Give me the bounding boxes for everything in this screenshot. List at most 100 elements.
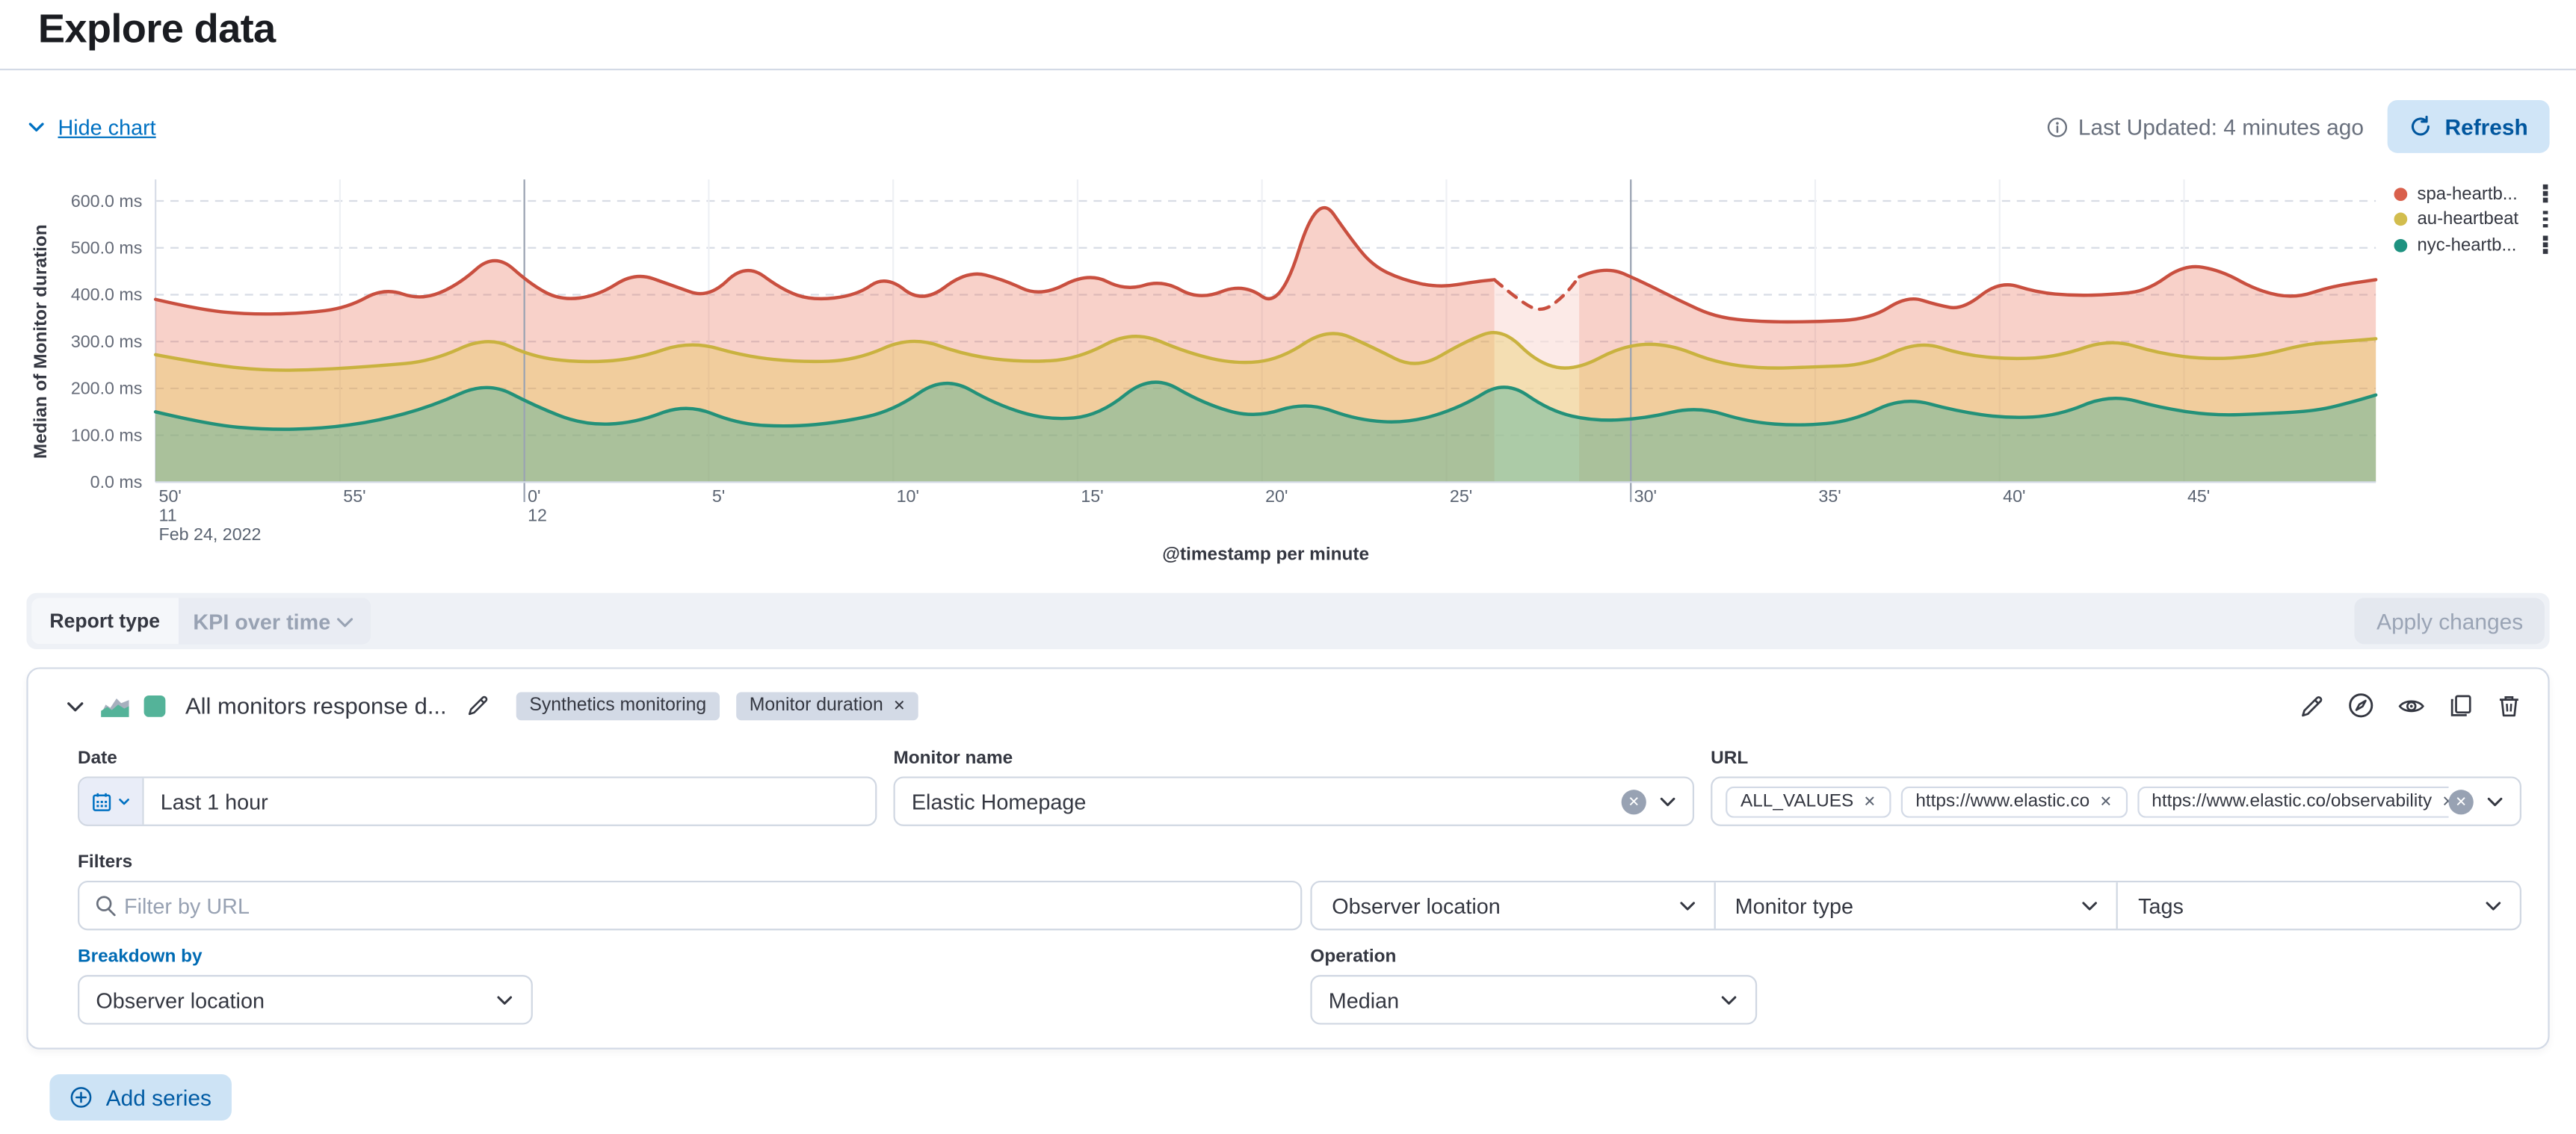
svg-text:300.0 ms: 300.0 ms — [71, 332, 143, 351]
url-combobox[interactable]: ALL_VALUES ✕ https://www.elastic.co ✕ https:… — [1711, 776, 2521, 826]
filter-dropdown-observer-location[interactable]: Observer location — [1312, 882, 1714, 929]
calendar-icon — [93, 792, 111, 811]
refresh-icon — [2411, 115, 2430, 136]
series-color-swatch[interactable] — [143, 694, 166, 716]
remove-pill-icon[interactable]: ✕ — [2099, 792, 2113, 809]
filters-row: Observer location Monitor type Tags — [78, 880, 2521, 931]
remove-badge-icon[interactable]: ✕ — [893, 696, 906, 713]
series-title: All monitors response d... — [185, 692, 447, 719]
svg-text:11: 11 — [159, 505, 177, 524]
chevron-down-icon — [28, 123, 44, 132]
series-panel: All monitors response d... Synthetics mo… — [26, 667, 2550, 1050]
svg-text:50': 50' — [159, 486, 182, 506]
url-filter-pill-label: https://www.elastic.co/observability — [2152, 791, 2433, 811]
svg-text:25': 25' — [1450, 486, 1472, 506]
url-filter-pill[interactable]: https://www.elastic.co/observability ✕ — [2137, 785, 2449, 817]
search-icon — [96, 896, 116, 917]
filter-dropdown-tags[interactable]: Tags — [2116, 882, 2519, 929]
url-filter-pill-label: https://www.elastic.co — [1915, 791, 2090, 811]
chart-toolbar: Hide chart Last Updated: 4 minutes ago R… — [26, 99, 2550, 153]
remove-pill-icon[interactable]: ✕ — [2442, 792, 2449, 810]
url-label: URL — [1711, 748, 1749, 769]
legend-series-label: nyc-heartb... — [2417, 235, 2517, 255]
chart-svg[interactable]: 0.0 ms 100.0 ms 200.0 ms 300.0 ms 400.0 ms 50… — [26, 167, 2409, 571]
svg-text:12: 12 — [528, 505, 547, 524]
chevron-down-icon[interactable] — [1658, 791, 1678, 811]
chart-legend: spa-heartb... au-heartbeat nyc-heartb... — [2394, 183, 2550, 255]
filter-dropdown-group: Observer location Monitor type Tags — [1310, 880, 2521, 931]
breakdown-field: Breakdown by Observer location — [78, 946, 1310, 1025]
report-type-value-text: KPI over time — [193, 608, 331, 633]
svg-text:5': 5' — [712, 486, 725, 506]
svg-text:0': 0' — [528, 486, 540, 506]
legend-series-dot — [2394, 238, 2408, 252]
date-value: Last 1 hour — [160, 789, 268, 814]
chevron-down-icon — [1721, 996, 1737, 1005]
operation-value: Median — [1328, 987, 1400, 1012]
url-filter-pill[interactable]: ALL_VALUES ✕ — [1726, 785, 1891, 817]
report-type-bar: Report type KPI over time Apply changes — [26, 592, 2550, 649]
svg-text:40': 40' — [2003, 486, 2025, 506]
chart-series-lines — [153, 205, 2378, 431]
legend-actions-icon[interactable] — [2542, 208, 2549, 230]
filter-dropdown-monitor-type[interactable]: Monitor type — [1713, 882, 2116, 929]
svg-text:15': 15' — [1081, 486, 1103, 506]
legend-actions-icon[interactable] — [2542, 234, 2549, 255]
clear-selection-icon[interactable]: ✕ — [1621, 789, 1646, 814]
breakdown-by-select[interactable]: Observer location — [78, 975, 533, 1025]
eye-icon[interactable] — [2397, 693, 2426, 718]
refresh-button[interactable]: Refresh — [2387, 99, 2550, 153]
legend-item[interactable]: au-heartbeat — [2394, 208, 2550, 230]
breakdown-by-value: Observer location — [96, 987, 265, 1012]
edit-series-pencil-icon[interactable] — [2299, 693, 2324, 718]
explore-data-page: Explore data Hide chart Last Updated: 4 … — [0, 7, 2576, 1134]
operation-select[interactable]: Median — [1310, 975, 1758, 1025]
area-chart-icon — [101, 697, 129, 716]
svg-text:@timestamp per minute: @timestamp per minute — [1162, 544, 1369, 564]
fields-row-1: Date Last 1 hour Monitor name Elastic Ho… — [78, 749, 2521, 826]
series-badges: Synthetics monitoring Monitor duration ✕ — [516, 691, 919, 720]
url-filter-pill-label: ALL_VALUES — [1741, 791, 1854, 811]
chevron-down-icon — [2486, 902, 2501, 911]
last-updated-text: Last Updated: 4 minutes ago — [2078, 114, 2365, 140]
filter-dropdown-label: Observer location — [1332, 893, 1501, 918]
chevron-down-icon — [119, 799, 129, 805]
monitor-name-field: Monitor name Elastic Homepage ✕ — [893, 749, 1695, 826]
add-series-button[interactable]: Add series — [49, 1073, 232, 1121]
breakdown-by-label: Breakdown by — [78, 946, 203, 967]
filter-by-url-input[interactable] — [120, 891, 1301, 920]
delete-trash-icon[interactable] — [2497, 693, 2521, 718]
date-picker[interactable]: Last 1 hour — [78, 776, 877, 826]
accordion-chevron-down-icon[interactable] — [64, 695, 86, 716]
refresh-label: Refresh — [2444, 114, 2528, 140]
svg-text:45': 45' — [2187, 486, 2210, 506]
svg-text:Feb 24, 2022: Feb 24, 2022 — [159, 524, 262, 544]
svg-text:500.0 ms: 500.0 ms — [71, 238, 143, 258]
report-type-select[interactable]: Report type KPI over time — [31, 598, 371, 645]
legend-series-dot — [2394, 212, 2408, 226]
url-filter-pill[interactable]: https://www.elastic.co ✕ — [1900, 785, 2128, 817]
svg-text:35': 35' — [1818, 486, 1841, 506]
filter-dropdown-label: Monitor type — [1735, 893, 1854, 918]
legend-item[interactable]: nyc-heartb... — [2394, 234, 2550, 255]
svg-text:400.0 ms: 400.0 ms — [71, 285, 143, 304]
date-picker-quick-select[interactable] — [79, 778, 144, 825]
series-badge[interactable]: Synthetics monitoring — [516, 691, 720, 720]
chevron-down-icon — [1679, 902, 1695, 911]
filter-dropdown-label: Tags — [2138, 893, 2184, 918]
hide-chart-link[interactable]: Hide chart — [26, 114, 156, 139]
remove-pill-icon[interactable]: ✕ — [1863, 792, 1877, 809]
series-badge[interactable]: Monitor duration ✕ — [736, 691, 919, 720]
edit-title-pencil-icon[interactable] — [466, 694, 489, 717]
clear-selection-icon[interactable]: ✕ — [2448, 789, 2474, 814]
legend-actions-icon[interactable] — [2542, 183, 2549, 205]
clone-copy-icon[interactable] — [2449, 693, 2474, 718]
fields-row-3: Breakdown by Observer location Operation… — [78, 946, 2521, 1025]
monitor-name-combobox[interactable]: Elastic Homepage ✕ — [893, 776, 1695, 826]
chevron-down-icon[interactable] — [2485, 791, 2505, 811]
explore-compass-icon[interactable] — [2348, 693, 2374, 719]
apply-changes-button[interactable]: Apply changes — [2355, 598, 2545, 645]
report-type-value: KPI over time — [178, 598, 371, 645]
legend-item[interactable]: spa-heartb... — [2394, 183, 2550, 205]
